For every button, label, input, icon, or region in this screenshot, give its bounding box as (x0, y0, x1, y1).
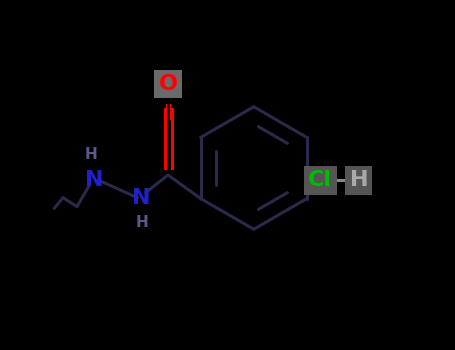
Text: O: O (158, 74, 177, 94)
Text: N: N (132, 188, 151, 208)
Text: ||: || (163, 104, 173, 120)
Text: Cl: Cl (308, 170, 332, 190)
Text: N: N (85, 170, 104, 190)
Text: H: H (136, 215, 148, 230)
Text: H: H (85, 147, 97, 161)
Text: H: H (349, 170, 368, 190)
